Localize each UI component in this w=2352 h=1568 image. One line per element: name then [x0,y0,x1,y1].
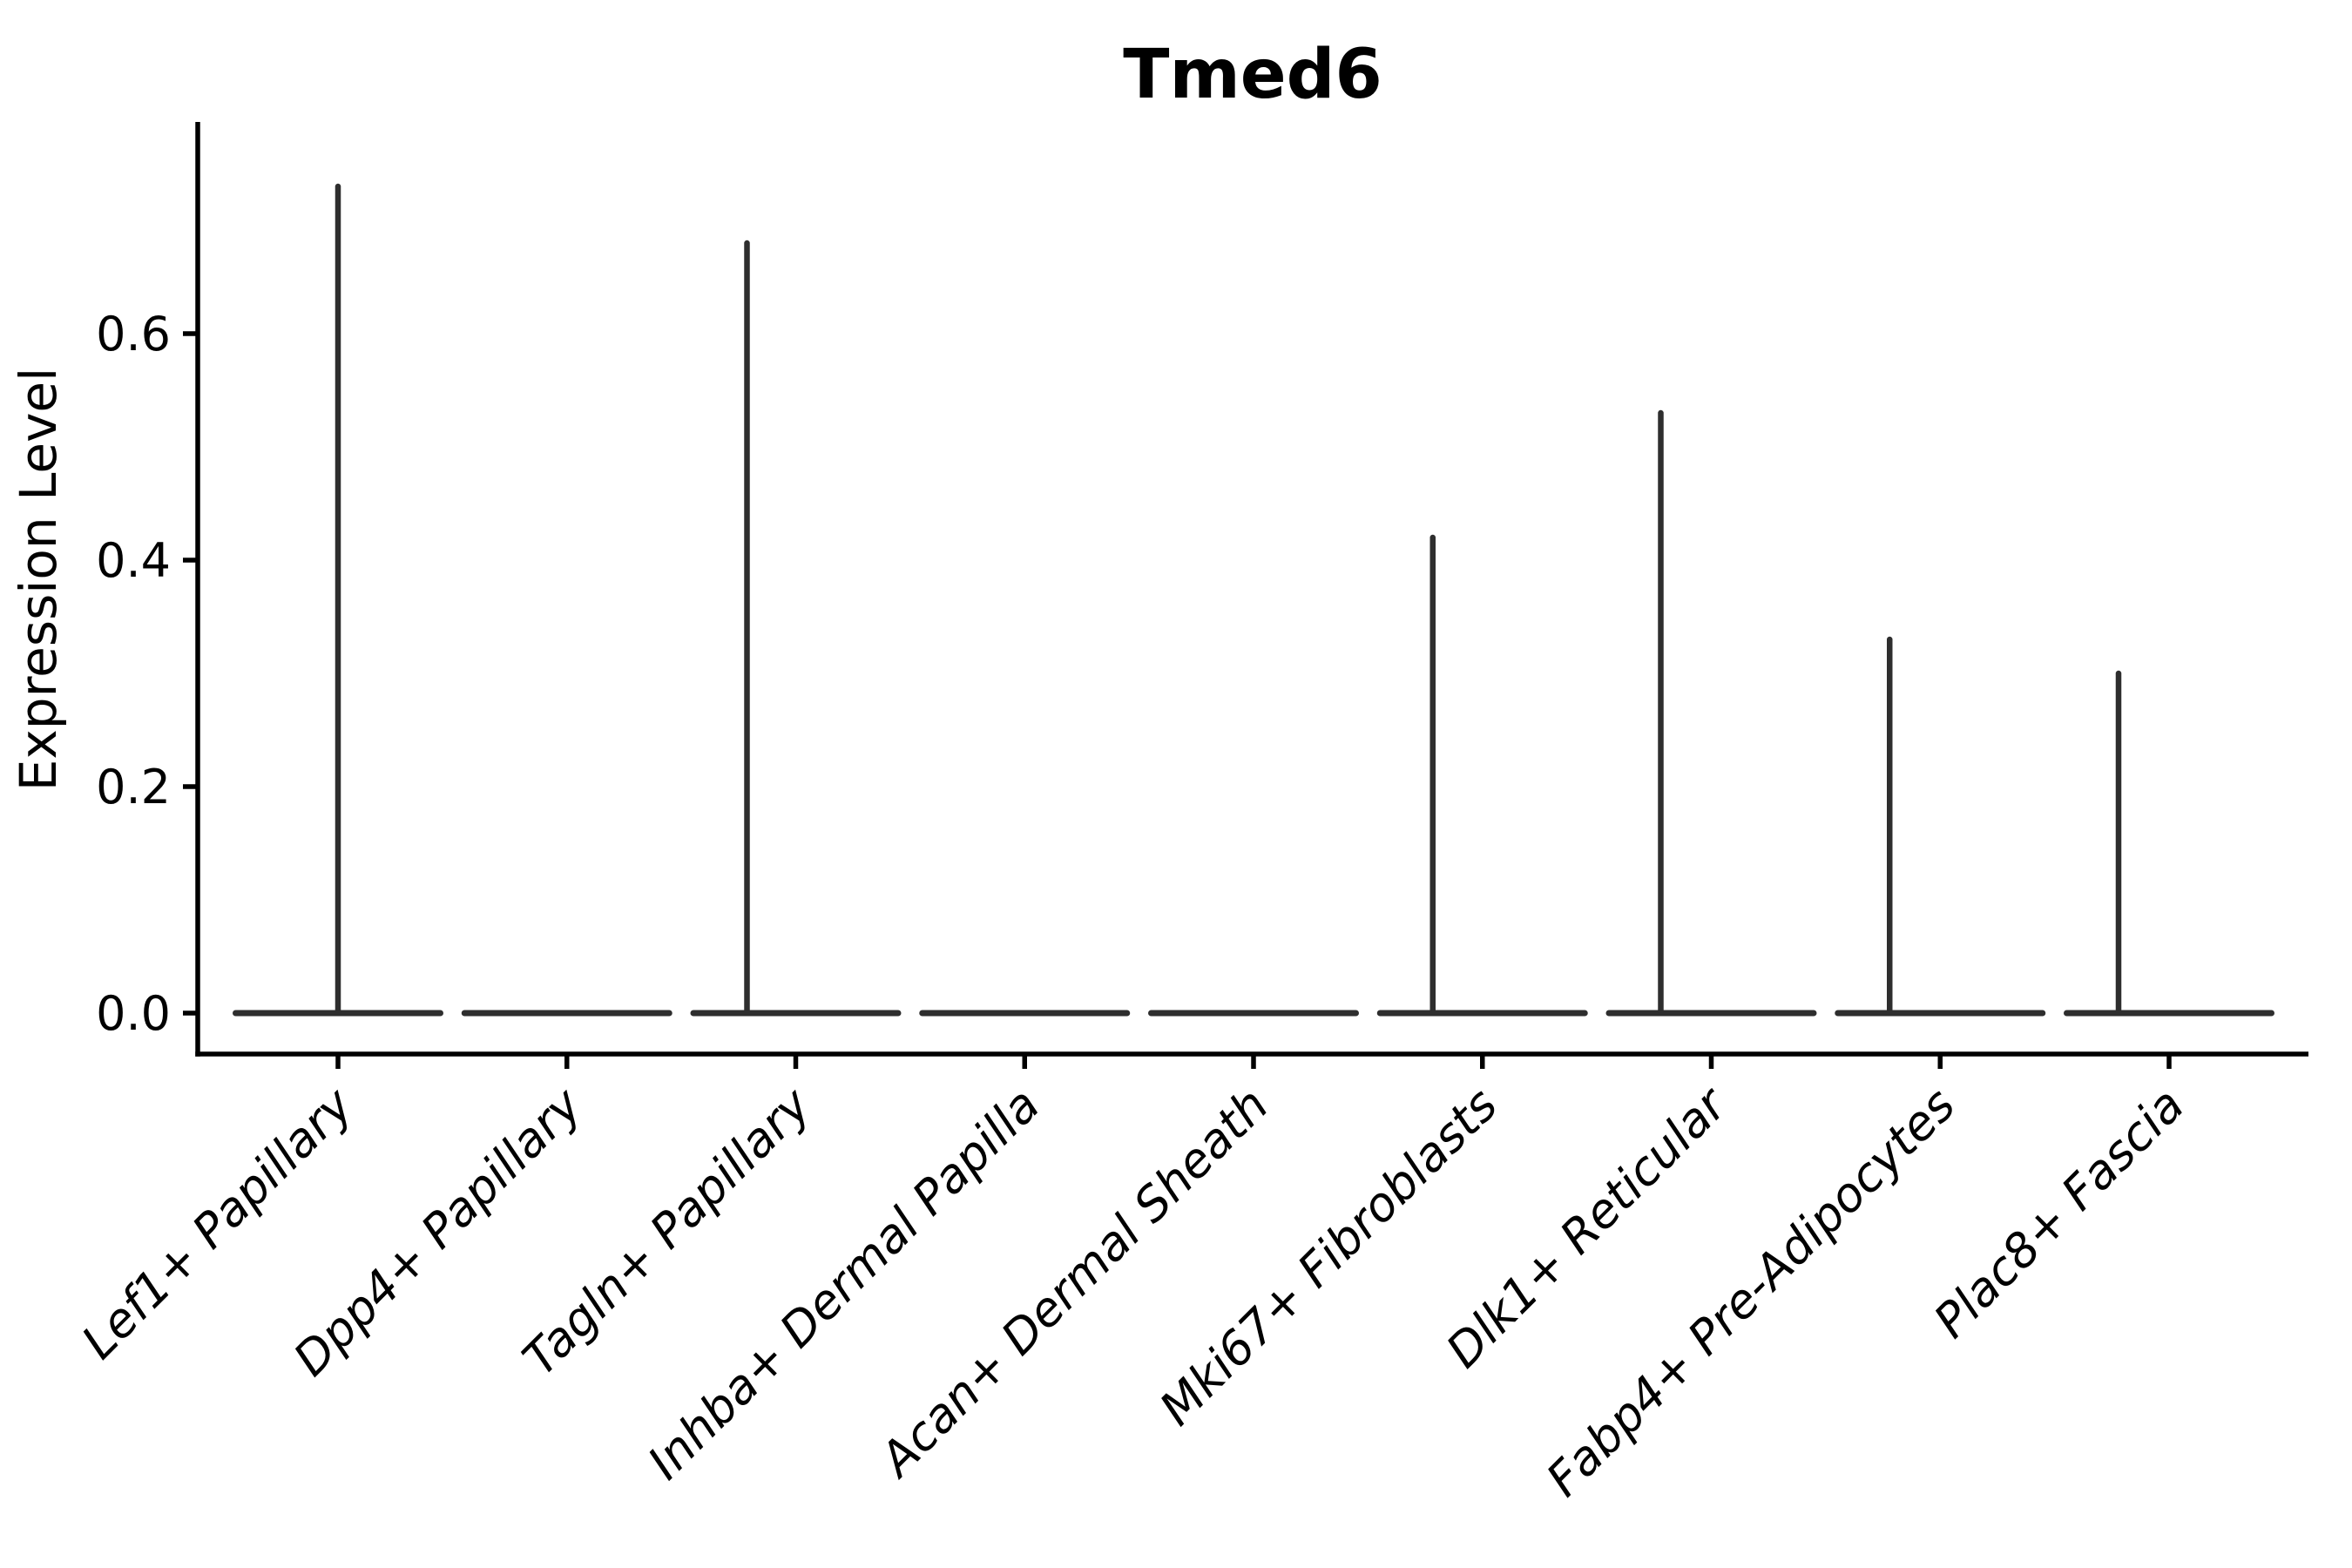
violin-fabp4-pre-adipocytes [1835,636,2046,1017]
violin-inhba-dermal-papilla [919,1010,1131,1017]
violin-dlk1-reticular [1605,409,1817,1017]
violin-zero-band [1376,1010,1588,1017]
violin-tagln-papillary [690,240,902,1017]
axes-layer [183,122,2308,1069]
x-tick-label-acan-dermal-sheath: Acan+ Dermal Sheath [868,1078,1279,1489]
y-axis-label: Expression Level [9,368,68,791]
violin-zero-band [919,1010,1131,1017]
violin-lef1-papillary [233,183,443,1017]
violin-zero-band [1605,1010,1817,1017]
x-tick-label-fabp4-pre-adipocytes: Fabp4+ Pre-Adipocytes [1536,1078,1965,1507]
y-tick-label: 0.4 [96,533,171,588]
violin-zero-band [1148,1010,1359,1017]
chart-title: Tmed6 [1123,36,1382,114]
violin-layer [233,183,2274,1017]
violin-zero-band [461,1010,672,1017]
violin-zero-band [2064,1010,2274,1017]
violin-zero-band [690,1010,902,1017]
violin-mki67-fibroblasts [1376,534,1588,1017]
x-tick-label-plac8-fascia: Plac8+ Fascia [1923,1078,2194,1348]
violin-zero-band [1835,1010,2046,1017]
violin-dpp4-papillary [461,1010,672,1017]
violin-plac8-fascia [2064,670,2274,1017]
y-tick-label: 0.0 [96,986,171,1041]
x-tick-label-inhba-dermal-papilla: Inhba+ Dermal Papilla [638,1078,1051,1490]
violin-acan-dermal-sheath [1148,1010,1359,1017]
y-tick-label: 0.2 [96,760,171,814]
y-tick-label: 0.6 [96,307,171,362]
